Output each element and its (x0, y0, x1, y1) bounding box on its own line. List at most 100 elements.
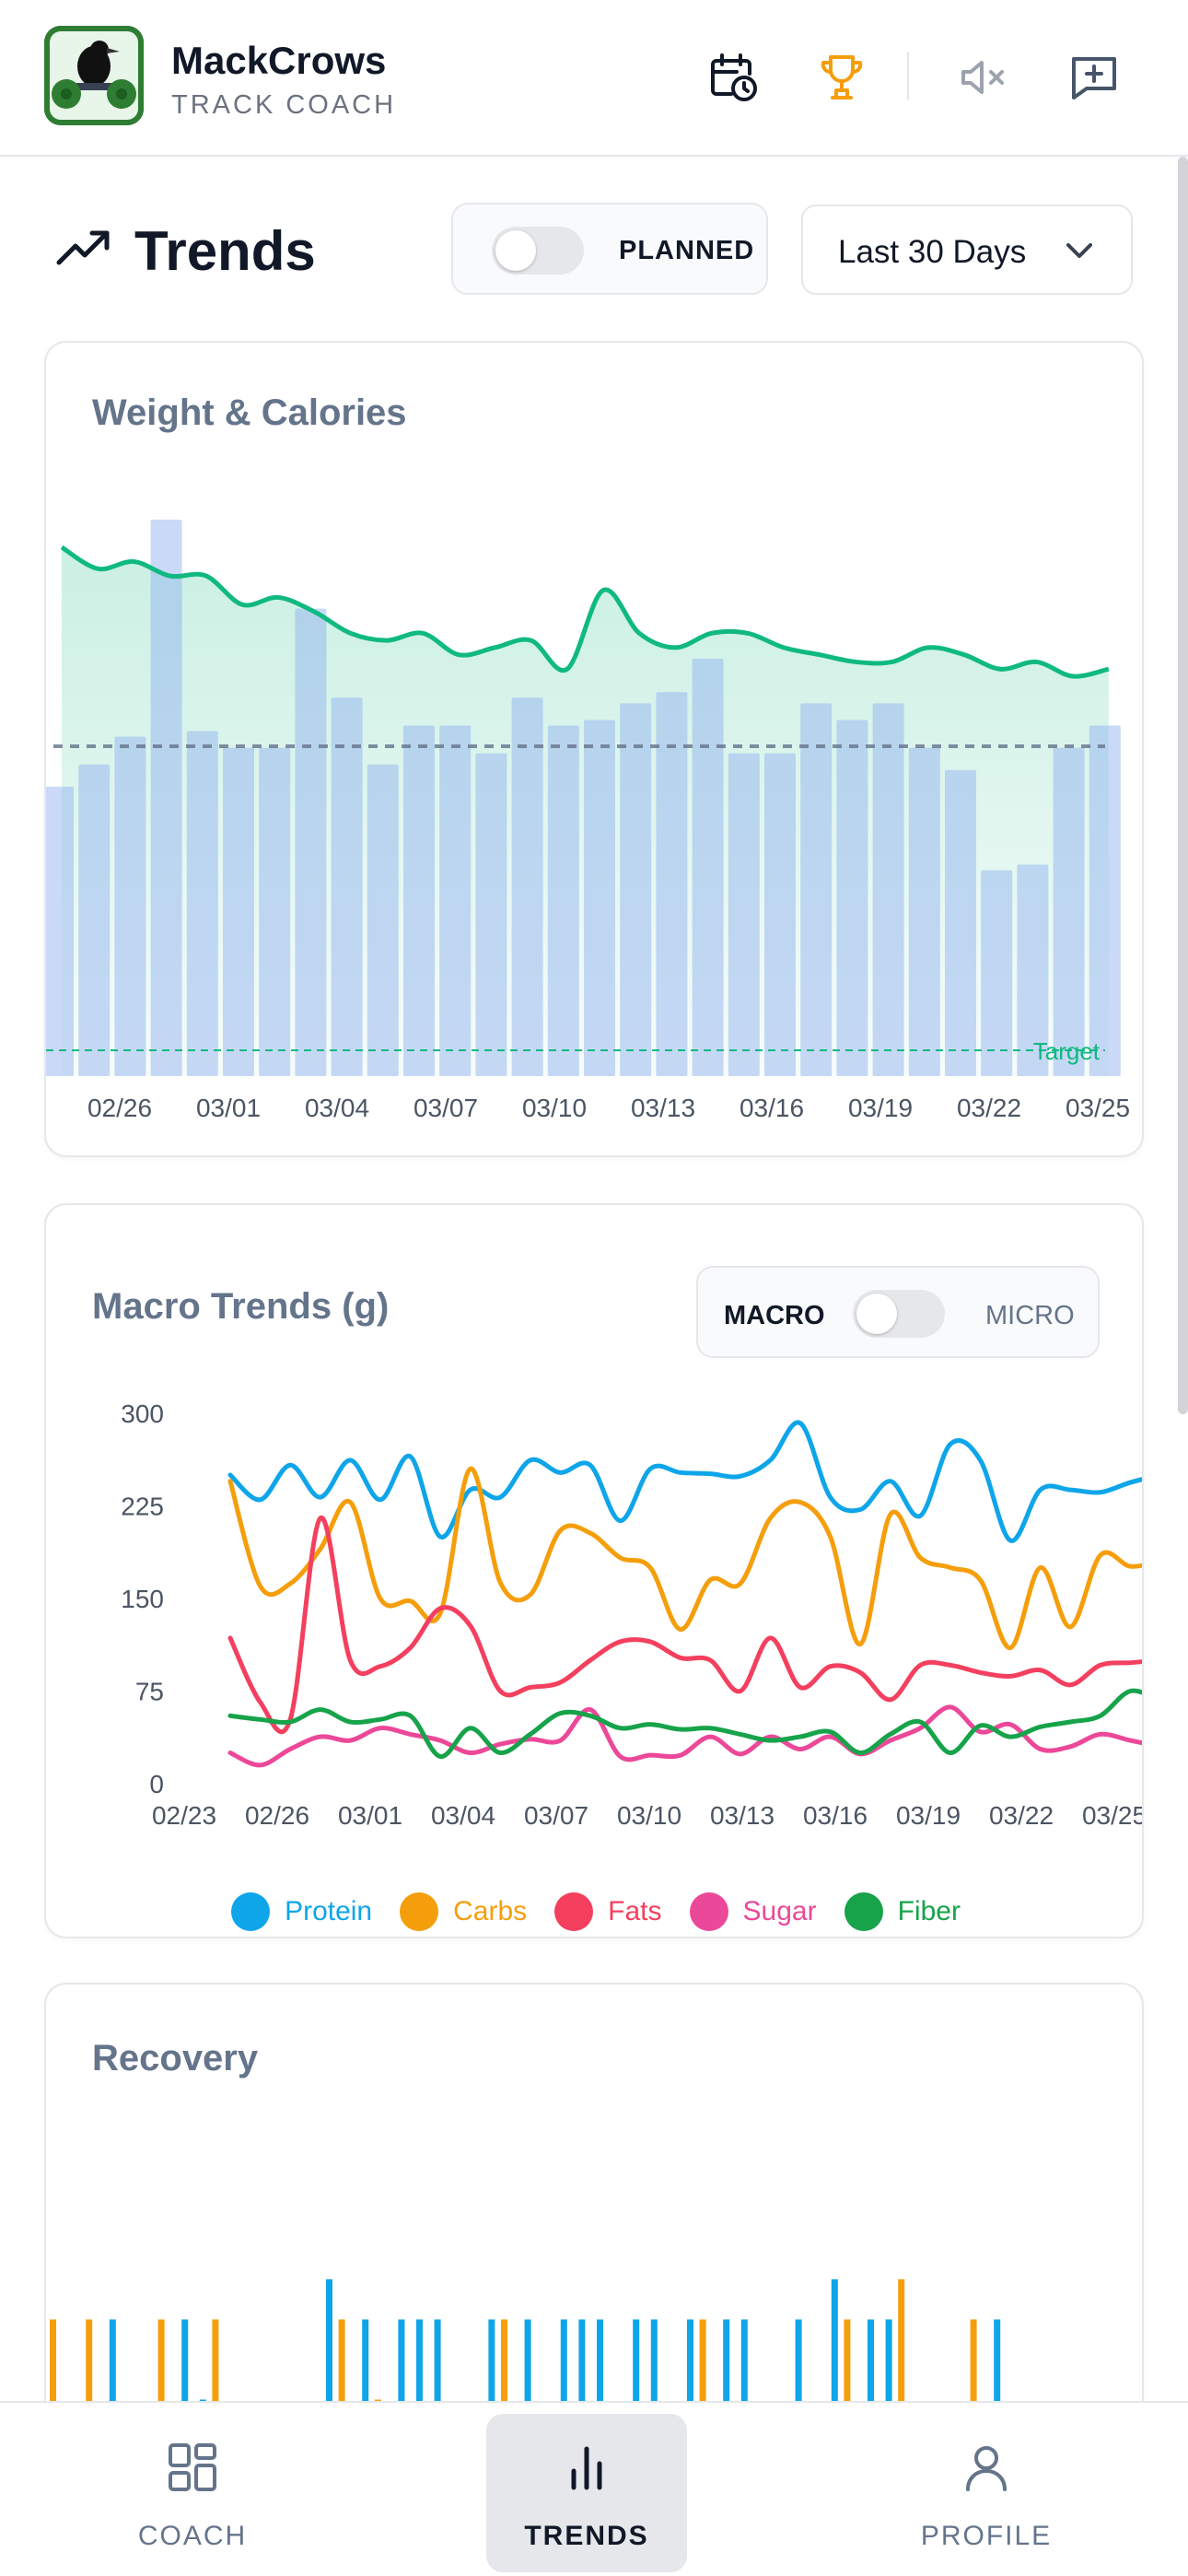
nav-profile[interactable]: PROFILE (886, 2414, 1087, 2572)
calorie-bar (620, 703, 652, 1076)
x-tick-label: 03/13 (710, 1801, 775, 1830)
series-line-fiber (227, 1688, 1142, 1759)
macro-card-title: Macro Trends (g) (92, 1286, 390, 1327)
calorie-bar (1089, 725, 1121, 1076)
x-tick-label: 03/13 (631, 1094, 695, 1122)
legend-item-fats[interactable]: Fats (554, 1892, 662, 1931)
x-tick-label: 03/25 (1082, 1801, 1144, 1830)
y-tick-label: 150 (121, 1585, 164, 1613)
feedback-icon[interactable] (1065, 48, 1124, 107)
legend-swatch (689, 1892, 728, 1931)
series-line-sugar (227, 1704, 1142, 1768)
nav-trends-label: TRENDS (524, 2521, 649, 2551)
x-tick-label: 02/23 (152, 1801, 216, 1830)
calorie-bar (295, 608, 327, 1076)
series-line-protein (227, 1420, 1142, 1543)
x-tick-label: 03/10 (522, 1094, 587, 1122)
planned-label: PLANNED (619, 236, 755, 265)
legend-swatch (231, 1892, 271, 1931)
calorie-bar (150, 520, 182, 1076)
x-tick-label: 02/26 (245, 1801, 309, 1830)
calorie-bar (981, 870, 1013, 1076)
user-icon (959, 2440, 1014, 2495)
legend-label: Protein (285, 1896, 373, 1926)
grid-icon (165, 2440, 220, 2495)
calorie-bar (223, 747, 254, 1076)
x-tick-label: 03/19 (896, 1801, 961, 1830)
calorie-bar (547, 725, 579, 1076)
target-label: Target (1033, 1037, 1101, 1065)
y-tick-label: 300 (121, 1399, 164, 1428)
nav-coach-label: COACH (137, 2521, 248, 2551)
calorie-bar (259, 747, 291, 1076)
nav-trends[interactable]: TRENDS (486, 2414, 687, 2572)
x-tick-label: 03/04 (431, 1801, 495, 1830)
calorie-bar (367, 764, 399, 1076)
brand-logo (44, 26, 144, 125)
legend-item-carbs[interactable]: Carbs (400, 1892, 527, 1931)
calorie-bar (439, 725, 472, 1076)
macro-micro-toggle[interactable] (853, 1290, 945, 1338)
y-tick-label: 225 (121, 1493, 164, 1521)
y-tick-label: 0 (149, 1770, 164, 1798)
macro-legend: Protein Carbs Fats Sugar Fiber (46, 1892, 1142, 1931)
calorie-bar (78, 764, 111, 1076)
planned-toggle[interactable] (492, 227, 584, 275)
calorie-bar (800, 703, 833, 1076)
trending-up-icon (55, 220, 112, 282)
planned-toggle-group: PLANNED (451, 203, 768, 295)
calorie-bar (908, 747, 940, 1076)
nav-profile-label: PROFILE (920, 2521, 1053, 2551)
recovery-card-title: Recovery (92, 2038, 259, 2078)
x-tick-label: 03/16 (803, 1801, 868, 1830)
x-tick-label: 03/10 (617, 1801, 681, 1830)
calorie-bar (764, 753, 796, 1076)
x-tick-label: 03/22 (957, 1094, 1021, 1122)
x-tick-label: 03/16 (740, 1094, 804, 1122)
calorie-bar (475, 753, 507, 1076)
calorie-bar (692, 659, 724, 1076)
x-tick-label: 03/19 (848, 1094, 913, 1122)
calorie-bar (945, 769, 976, 1076)
x-tick-label: 03/04 (305, 1094, 369, 1122)
calorie-bar (511, 697, 543, 1076)
legend-swatch (400, 1892, 439, 1931)
macro-trends-card: 0 75 150 225 300 02/23 02/26 03/01 03/04 03/07 03/… (44, 1203, 1144, 1938)
brand-subtitle: TRACK COACH (171, 90, 397, 120)
calorie-bar (584, 720, 615, 1076)
legend-item-fiber[interactable]: Fiber (844, 1892, 961, 1931)
weight-calories-chart: Target 02/26 03/01 03/04 03/07 03/10 03/13 03/1… (46, 520, 1130, 1122)
calorie-bar (331, 697, 363, 1076)
legend-item-protein[interactable]: Protein (231, 1892, 372, 1931)
x-tick-label: 03/07 (413, 1094, 478, 1122)
series-line-fats (227, 1516, 1142, 1735)
legend-swatch (844, 1892, 883, 1931)
date-range-select[interactable]: Last 30 Days (801, 205, 1133, 295)
weight-calories-card: Target 02/26 03/01 03/04 03/07 03/10 03/13 03/1… (44, 341, 1144, 1157)
x-tick-label: 03/01 (338, 1801, 402, 1830)
x-tick-label: 03/07 (524, 1801, 588, 1830)
volume-mute-icon[interactable] (954, 48, 1013, 107)
nav-coach[interactable]: COACH (92, 2414, 293, 2572)
x-tick-label: 03/22 (989, 1801, 1054, 1830)
calendar-clock-icon[interactable] (704, 48, 763, 107)
legend-label: Fiber (897, 1896, 961, 1926)
brand-name: MackCrows (171, 39, 387, 82)
weight-line (60, 544, 1110, 679)
trophy-icon[interactable] (812, 48, 871, 107)
legend-item-sugar[interactable]: Sugar (689, 1892, 817, 1931)
app-header: MackCrows TRACK COACH (0, 0, 1188, 157)
bar-chart-icon (559, 2440, 614, 2495)
y-tick-label: 75 (135, 1678, 164, 1706)
series-line-carbs (227, 1466, 1142, 1651)
macro-label: MACRO (724, 1301, 825, 1330)
header-divider (907, 52, 909, 100)
x-tick-label: 03/25 (1066, 1094, 1130, 1122)
legend-label: Carbs (453, 1896, 528, 1926)
calorie-bar (872, 703, 904, 1076)
calorie-bar (836, 720, 868, 1076)
x-tick-label: 03/01 (196, 1094, 261, 1122)
legend-label: Sugar (742, 1896, 817, 1926)
chevron-down-icon (1061, 232, 1098, 274)
page-scrollbar[interactable] (1178, 157, 1188, 1414)
